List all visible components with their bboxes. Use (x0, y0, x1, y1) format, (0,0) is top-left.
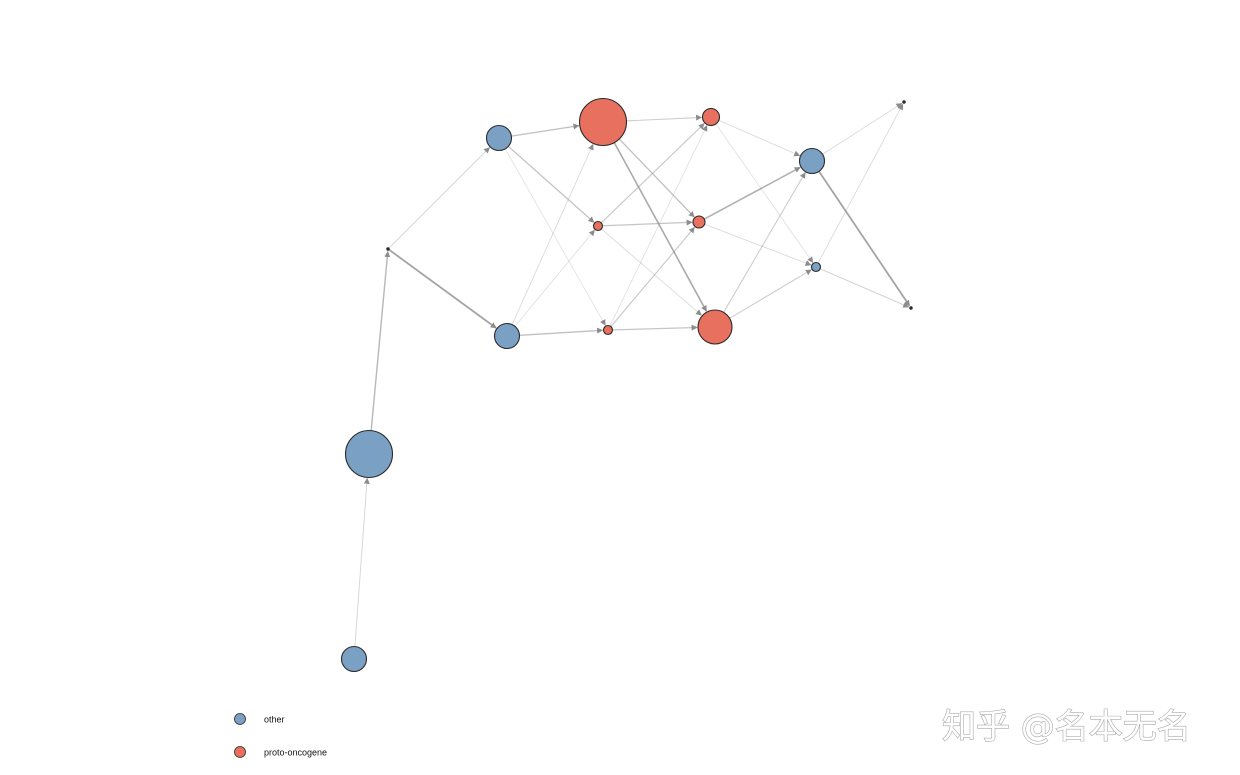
edge-n13-n14 (817, 103, 904, 264)
edge-n5-n8 (519, 327, 604, 336)
node-n14-other (902, 100, 906, 104)
edge-n10-n13 (704, 223, 812, 266)
node-n11-proto-oncogene (697, 309, 733, 345)
node-n5-other (493, 322, 521, 350)
edge-n8-n11 (612, 324, 698, 331)
edge-n3-n5 (388, 249, 497, 329)
nodes-layer (340, 97, 913, 673)
legend-label-proto-oncogene: proto-oncogene (264, 748, 327, 758)
edge-n8-n9 (609, 125, 708, 327)
edge-n7-n11 (601, 228, 702, 316)
node-n3-other (386, 247, 390, 251)
edge-n12-n14 (822, 103, 903, 155)
edge-n4-n6 (511, 123, 580, 137)
node-n2-other (344, 429, 394, 479)
node-n1-other (340, 645, 368, 673)
edge-n3-n4 (388, 147, 490, 249)
edge-n13-n15 (819, 268, 910, 308)
edge-n11-n13 (729, 269, 812, 319)
edge-n4-n7 (507, 145, 595, 223)
edge-n9-n12 (718, 119, 801, 157)
edge-n5-n6 (511, 143, 594, 325)
edge-n7-n10 (602, 219, 693, 227)
node-n7-proto-oncogene (592, 220, 604, 232)
edge-n8-n10 (610, 226, 695, 327)
edge-n11-n12 (723, 172, 806, 313)
edge-n6-n9 (626, 114, 703, 122)
watermark: 知乎 @名本无名 (942, 707, 1191, 747)
legend-item-other: other (234, 713, 285, 725)
edge-n10-n12 (703, 166, 801, 220)
edge-n9-n13 (715, 123, 814, 263)
edge-n7-n9 (600, 123, 705, 224)
edge-n12-n15 (818, 170, 911, 307)
legend-swatch-other (234, 713, 246, 725)
edge-n6-n11 (613, 142, 708, 312)
legend-item-proto-oncogene: proto-oncogene (234, 746, 327, 758)
edge-n6-n10 (618, 138, 695, 218)
node-n6-proto-oncogene (578, 97, 628, 147)
legend-swatch-proto-oncogene (234, 746, 246, 758)
edges-layer (354, 103, 911, 647)
edge-n2-n3 (370, 251, 391, 431)
node-n4-other (485, 124, 513, 152)
edge-n4-n8 (504, 148, 606, 326)
node-n15-other (909, 306, 913, 310)
edge-n5-n7 (514, 229, 595, 327)
node-n10-proto-oncogene (692, 215, 706, 229)
node-n8-proto-oncogene (602, 324, 614, 336)
edge-n1-n2 (354, 477, 370, 647)
node-n9-proto-oncogene (701, 107, 721, 127)
legend: other proto-oncogene (234, 713, 327, 758)
node-n13-other (810, 261, 822, 273)
legend-label-other: other (264, 715, 285, 725)
node-n12-other (798, 147, 826, 175)
